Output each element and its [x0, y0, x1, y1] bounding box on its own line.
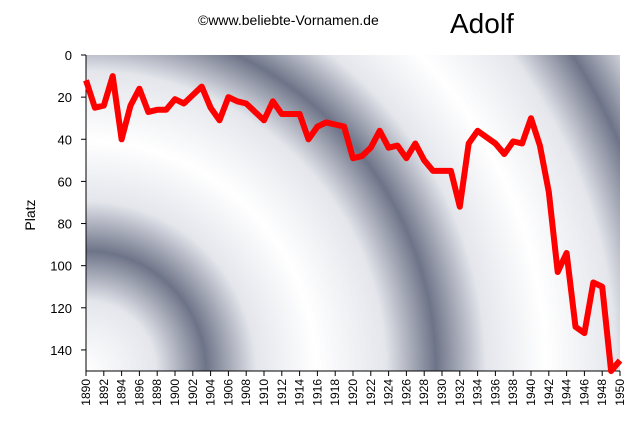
x-tick-label: 1940 [524, 379, 538, 406]
y-tick-label: 0 [65, 48, 72, 63]
x-tick-label: 1928 [417, 379, 431, 406]
x-tick-label: 1938 [506, 379, 520, 406]
x-tick-label: 1924 [382, 379, 396, 406]
x-tick-label: 1946 [577, 379, 591, 406]
x-tick-label: 1890 [79, 379, 93, 406]
x-tick-label: 1932 [453, 379, 467, 406]
x-tick-label: 1918 [328, 379, 342, 406]
y-tick-label: 60 [58, 174, 72, 189]
x-tick-label: 1898 [150, 379, 164, 406]
x-tick-label: 1926 [399, 379, 413, 406]
x-tick-label: 1944 [560, 379, 574, 406]
y-tick-label: 120 [50, 301, 72, 316]
x-tick-label: 1930 [435, 379, 449, 406]
x-tick-label: 1906 [221, 379, 235, 406]
plot-area [86, 55, 620, 371]
x-tick-label: 1942 [542, 379, 556, 406]
x-tick-label: 1892 [97, 379, 111, 406]
x-tick-label: 1894 [115, 379, 129, 406]
x-tick-label: 1936 [488, 379, 502, 406]
y-tick-label: 140 [50, 343, 72, 358]
x-tick-label: 1922 [364, 379, 378, 406]
series-line [83, 73, 623, 374]
x-tick-label: 1900 [168, 379, 182, 406]
chart-title: Adolf [450, 8, 514, 39]
y-tick-label: 100 [50, 259, 72, 274]
x-tick-label: 1902 [186, 379, 200, 406]
x-tick-label: 1934 [471, 379, 485, 406]
x-tick-label: 1904 [204, 379, 218, 406]
x-tick-label: 1916 [310, 379, 324, 406]
x-tick-label: 1914 [293, 379, 307, 406]
copyright-text: ©www.beliebte-Vornamen.de [198, 12, 379, 28]
x-tick-label: 1948 [595, 379, 609, 406]
y-tick-label: 40 [58, 132, 72, 147]
x-tick-label: 1910 [257, 379, 271, 406]
x-tick-label: 1908 [239, 379, 253, 406]
x-tick-label: 1950 [613, 379, 627, 406]
y-tick-label: 20 [58, 90, 72, 105]
x-tick-label: 1912 [275, 379, 289, 406]
x-tick-label: 1920 [346, 379, 360, 406]
x-tick-label: 1896 [132, 379, 146, 406]
y-tick-label: 80 [58, 217, 72, 232]
